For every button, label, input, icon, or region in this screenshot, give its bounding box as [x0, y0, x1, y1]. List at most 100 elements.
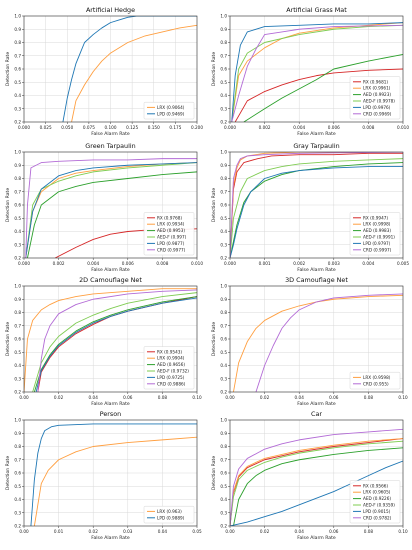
plot-frame [23, 419, 198, 527]
x-tick-label: 0.00 [225, 529, 235, 534]
y-tick-label: 0.9 [14, 163, 21, 168]
x-tick-label: 0.08 [364, 529, 374, 534]
y-tick-label: 1.0 [14, 14, 21, 19]
y-tick-label: 0.9 [220, 431, 227, 436]
chart-title: Person [100, 410, 121, 418]
y-tick-label: 1.0 [220, 418, 227, 423]
y-tick-label: 0.2 [14, 524, 21, 529]
y-tick-label: 0.8 [220, 176, 227, 181]
plot-frame [229, 419, 404, 527]
y-tick-label: 0.3 [220, 376, 227, 381]
y-tick-label: 0.9 [14, 27, 21, 32]
series-line [27, 171, 197, 258]
x-tick-label: 0.06 [329, 529, 339, 534]
y-tick-label: 0.9 [14, 297, 21, 302]
y-tick-label: 0.6 [14, 471, 21, 476]
legend-entry: AED (0.9923) [363, 92, 391, 97]
legend-entry: LPD (0.9797) [363, 241, 391, 246]
series-line [230, 152, 403, 258]
y-axis-label: Detection Rate [5, 322, 11, 356]
y-tick-label: 0.7 [220, 189, 227, 194]
legend-entry: LPD (0.9976) [363, 105, 391, 110]
x-tick-label: 0.02 [89, 529, 99, 534]
legend-entry: CRD (0.9886) [157, 381, 186, 386]
series-line [230, 158, 403, 258]
y-tick-label: 0.2 [220, 524, 227, 529]
chart-title: 2D Camouflage Net [79, 276, 142, 284]
legend-entry: LRX (0.9598) [363, 375, 391, 380]
x-axis-label: False Alarm Rate [91, 401, 130, 407]
legend-entry: RX (0.9947) [363, 215, 388, 220]
legend-box [143, 101, 195, 120]
x-tick-label: 0.00 [19, 395, 29, 400]
y-tick-label: 1.0 [220, 14, 227, 19]
series-line [233, 294, 403, 392]
legend: LRX (0.9598)CRD (0.955) [349, 372, 401, 390]
x-axis-label: False Alarm Rate [297, 267, 336, 273]
series-line [71, 24, 197, 122]
y-tick-label: 0.6 [220, 471, 227, 476]
x-axis-label: False Alarm Rate [297, 535, 336, 541]
y-tick-label: 1.0 [14, 418, 21, 423]
x-axis-label: False Alarm Rate [91, 131, 130, 137]
y-tick-label: 0.3 [220, 242, 227, 247]
x-tick-label: 0.000 [224, 261, 236, 266]
x-tick-label: 0.004 [293, 125, 305, 130]
x-tick-label: 0.04 [158, 529, 168, 534]
x-tick-label: 0.001 [259, 261, 271, 266]
plot-frame [23, 151, 198, 259]
x-tick-label: 0.10 [398, 529, 408, 534]
y-tick-label: 0.7 [14, 457, 21, 462]
series-line [230, 152, 403, 258]
x-tick-label: 0.008 [362, 125, 374, 130]
y-tick-label: 0.3 [14, 376, 21, 381]
y-tick-label: 0.8 [220, 310, 227, 315]
y-tick-label: 0.4 [220, 93, 227, 98]
y-tick-label: 1.0 [14, 284, 21, 289]
legend-entry: LPD (0.9469) [157, 111, 185, 116]
x-axis-label: False Alarm Rate [297, 131, 336, 137]
y-tick-label: 0.2 [220, 390, 227, 395]
series-line [32, 292, 197, 392]
x-tick-label: 0.02 [260, 395, 270, 400]
legend-entry: LRX (0.9904) [157, 356, 185, 361]
y-axis-label: Detection Rate [5, 52, 11, 86]
legend-entry: LPD (0.9877) [157, 241, 185, 246]
legend-entry: AED-F (0.9359) [363, 503, 395, 508]
y-tick-label: 0.7 [220, 53, 227, 58]
legend-entry: LPD (0.9889) [157, 515, 185, 520]
y-axis-label: Detection Rate [211, 456, 217, 490]
x-tick-label: 0.075 [83, 125, 95, 130]
y-tick-label: 0.3 [220, 510, 227, 515]
y-tick-label: 0.2 [220, 256, 227, 261]
x-tick-label: 0.008 [156, 261, 168, 266]
x-tick-label: 0.03 [123, 529, 133, 534]
y-tick-label: 0.7 [220, 457, 227, 462]
x-tick-label: 0.002 [293, 261, 305, 266]
x-tick-label: 0.004 [87, 261, 99, 266]
chart-panel: Artificial Grass Mat 0.000 0.002 0.004 0.006… [211, 6, 409, 137]
plot-frame [229, 151, 404, 259]
x-tick-label: 0.01 [54, 529, 64, 534]
x-tick-label: 0.00 [225, 395, 235, 400]
x-tick-label: 0.08 [158, 395, 168, 400]
x-tick-label: 0.006 [122, 261, 134, 266]
chart-panel: Artificial Hedge 0.000 0.025 0.050 0.075 0.10… [5, 6, 203, 137]
y-tick-label: 0.2 [14, 390, 21, 395]
chart-panel: Car 0.00 0.02 0.04 0.06 0.08 0.10 0.2 0.3 0.4 0.5 0… [211, 410, 408, 541]
legend-entry: LPD (0.9725) [157, 375, 185, 380]
y-tick-label: 0.3 [220, 106, 227, 111]
x-tick-label: 0.00 [19, 529, 29, 534]
legend: RX (0.9566) LRX (0.9605)AED (0.9226) AED-F… [349, 480, 401, 524]
chart-panel: 2D Camouflage Net 0.00 0.02 0.04 0.06 0.08 0.1… [5, 276, 202, 407]
y-tick-label: 0.9 [220, 163, 227, 168]
y-tick-label: 1.0 [14, 150, 21, 155]
x-tick-label: 0.04 [89, 395, 99, 400]
y-tick-label: 0.6 [220, 203, 227, 208]
x-tick-label: 0.002 [53, 261, 65, 266]
x-tick-label: 0.010 [397, 125, 409, 130]
y-tick-label: 0.6 [14, 203, 21, 208]
chart-title: Artificial Grass Mat [286, 6, 347, 14]
legend-entry: CRD (0.9782) [363, 515, 392, 520]
legend-entry: CRD (0.9969) [363, 111, 392, 116]
